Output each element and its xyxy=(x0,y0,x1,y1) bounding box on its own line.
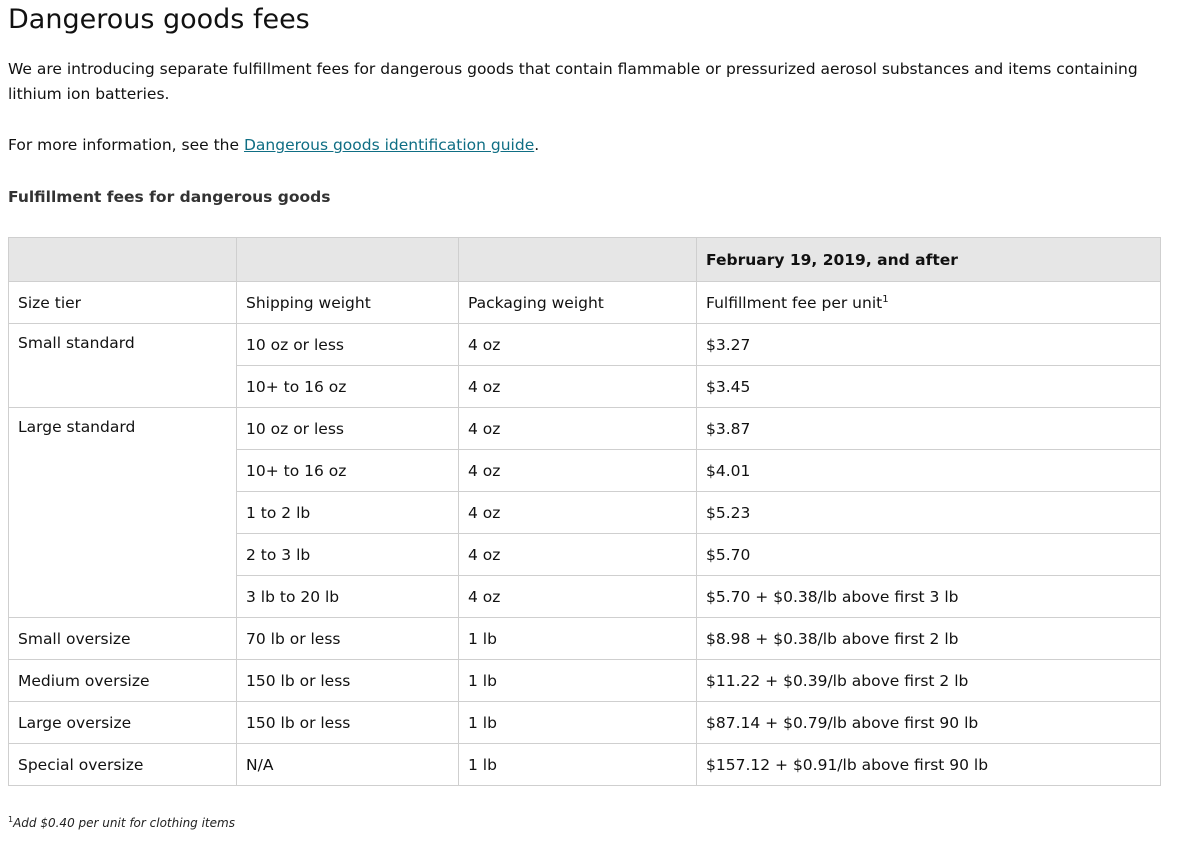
size-tier-cell: Special oversize xyxy=(8,743,237,786)
size-tier-cell: Large oversize xyxy=(8,701,237,744)
fee-cell: $5.70 + $0.38/lb above first 3 lb xyxy=(696,575,1161,618)
packaging-weight-cell: 4 oz xyxy=(458,533,697,576)
shipping-weight-cell: 10+ to 16 oz xyxy=(236,449,459,492)
more-info-suffix: . xyxy=(534,136,540,154)
packaging-weight-cell: 1 lb xyxy=(458,743,697,786)
table-row: Special oversize N/A 1 lb $157.12 + $0.9… xyxy=(8,743,1161,786)
packaging-weight-cell: 1 lb xyxy=(458,659,697,702)
table-row: Small standard 10 oz or less 4 oz $3.27 xyxy=(8,323,1161,408)
table-row: Large oversize 150 lb or less 1 lb $87.1… xyxy=(8,701,1161,744)
size-tier-cell: Small standard xyxy=(8,323,237,408)
shipping-weight-cell: N/A xyxy=(236,743,459,786)
date-header-row: February 19, 2019, and after xyxy=(8,237,1161,282)
table-row: Medium oversize 150 lb or less 1 lb $11.… xyxy=(8,659,1161,702)
fee-header-label: Fulfillment fee per unit xyxy=(706,293,883,312)
shipping-weight-cell: 2 to 3 lb xyxy=(236,533,459,576)
shipping-weight-cell: 150 lb or less xyxy=(236,659,459,702)
packaging-weight-header: Packaging weight xyxy=(458,281,697,324)
shipping-weight-cell: 1 to 2 lb xyxy=(236,491,459,534)
more-info-prefix: For more information, see the xyxy=(8,136,244,154)
dangerous-goods-fee-table: February 19, 2019, and after Size tier S… xyxy=(8,237,1161,786)
packaging-weight-cell: 4 oz xyxy=(458,449,697,492)
fee-cell: $11.22 + $0.39/lb above first 2 lb xyxy=(696,659,1161,702)
fee-cell: $5.70 xyxy=(696,533,1161,576)
fee-cell: $157.12 + $0.91/lb above first 90 lb xyxy=(696,743,1161,786)
table-row: Small oversize 70 lb or less 1 lb $8.98 … xyxy=(8,617,1161,660)
shipping-weight-cell: 10 oz or less xyxy=(236,323,459,366)
fees-subheading: Fulfillment fees for dangerous goods xyxy=(8,188,331,206)
shipping-weight-cell: 10 oz or less xyxy=(236,407,459,450)
packaging-weight-cell: 4 oz xyxy=(458,323,697,366)
fee-cell: $3.45 xyxy=(696,365,1161,408)
footnote-mark: 1 xyxy=(882,293,889,305)
table-row: 3 lb to 20 lb 4 oz $5.70 + $0.38/lb abov… xyxy=(9,575,1161,618)
packaging-weight-cell: 4 oz xyxy=(458,365,697,408)
page-title: Dangerous goods fees xyxy=(8,4,310,35)
table-row: 1 to 2 lb 4 oz $5.23 xyxy=(9,491,1161,534)
size-tier-header: Size tier xyxy=(8,281,237,324)
fee-header: Fulfillment fee per unit1 xyxy=(696,281,1161,324)
footnote-mark: 1 xyxy=(8,815,14,824)
packaging-weight-cell: 4 oz xyxy=(458,575,697,618)
fee-cell: $3.27 xyxy=(696,323,1161,366)
fee-cell: $87.14 + $0.79/lb above first 90 lb xyxy=(696,701,1161,744)
shipping-weight-header: Shipping weight xyxy=(236,281,459,324)
shipping-weight-cell: 10+ to 16 oz xyxy=(236,365,459,408)
fee-cell: $8.98 + $0.38/lb above first 2 lb xyxy=(696,617,1161,660)
shipping-weight-cell: 3 lb to 20 lb xyxy=(236,575,459,618)
intro-paragraph: We are introducing separate fulfillment … xyxy=(8,60,1138,103)
header-empty-cell xyxy=(458,237,697,282)
size-tier-cell: Large standard xyxy=(8,407,237,618)
column-header-row: Size tier Shipping weight Packaging weig… xyxy=(8,281,1161,324)
fee-cell: $5.23 xyxy=(696,491,1161,534)
footnote-text: Add $0.40 per unit for clothing items xyxy=(13,816,235,830)
size-tier-cell: Small oversize xyxy=(8,617,237,660)
footnote: 1Add $0.40 per unit for clothing items xyxy=(8,814,235,832)
identification-guide-link[interactable]: Dangerous goods identification guide xyxy=(243,136,535,154)
table-row: Large standard 10 oz or less 4 oz $3.87 xyxy=(8,407,1161,618)
packaging-weight-cell: 1 lb xyxy=(458,701,697,744)
effective-date-header: February 19, 2019, and after xyxy=(696,237,1161,282)
fee-cell: $3.87 xyxy=(696,407,1161,450)
table-row: 2 to 3 lb 4 oz $5.70 xyxy=(9,533,1161,576)
fee-cell: $4.01 xyxy=(696,449,1161,492)
packaging-weight-cell: 4 oz xyxy=(458,491,697,534)
table-row: 10+ to 16 oz 4 oz $3.45 xyxy=(9,365,1161,408)
packaging-weight-cell: 1 lb xyxy=(458,617,697,660)
packaging-weight-cell: 4 oz xyxy=(458,407,697,450)
more-info-paragraph: For more information, see the Dangerous … xyxy=(8,133,539,158)
header-empty-cell xyxy=(8,237,237,282)
size-tier-cell: Medium oversize xyxy=(8,659,237,702)
shipping-weight-cell: 150 lb or less xyxy=(236,701,459,744)
header-empty-cell xyxy=(236,237,459,282)
table-row: 10+ to 16 oz 4 oz $4.01 xyxy=(9,449,1161,492)
shipping-weight-cell: 70 lb or less xyxy=(236,617,459,660)
